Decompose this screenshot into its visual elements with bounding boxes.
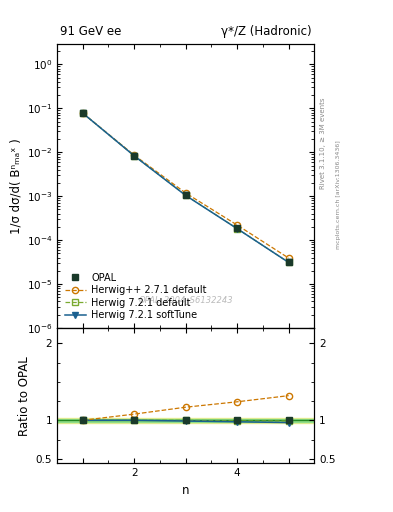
Y-axis label: Ratio to OPAL: Ratio to OPAL (18, 356, 31, 436)
Text: Rivet 3.1.10, ≥ 3M events: Rivet 3.1.10, ≥ 3M events (320, 98, 326, 189)
Text: 91 GeV ee: 91 GeV ee (60, 25, 121, 38)
Text: mcplots.cern.ch [arXiv:1306.3436]: mcplots.cern.ch [arXiv:1306.3436] (336, 140, 341, 249)
X-axis label: n: n (182, 484, 189, 497)
Text: γ*/Z (Hadronic): γ*/Z (Hadronic) (221, 25, 312, 38)
Legend: OPAL, Herwig++ 2.7.1 default, Herwig 7.2.1 default, Herwig 7.2.1 softTune: OPAL, Herwig++ 2.7.1 default, Herwig 7.2… (62, 270, 209, 323)
Y-axis label: 1/σ dσ/d( Bⁿₘₐˣ ): 1/σ dσ/d( Bⁿₘₐˣ ) (9, 138, 22, 233)
Text: OPAL_2004_S6132243: OPAL_2004_S6132243 (138, 295, 233, 304)
